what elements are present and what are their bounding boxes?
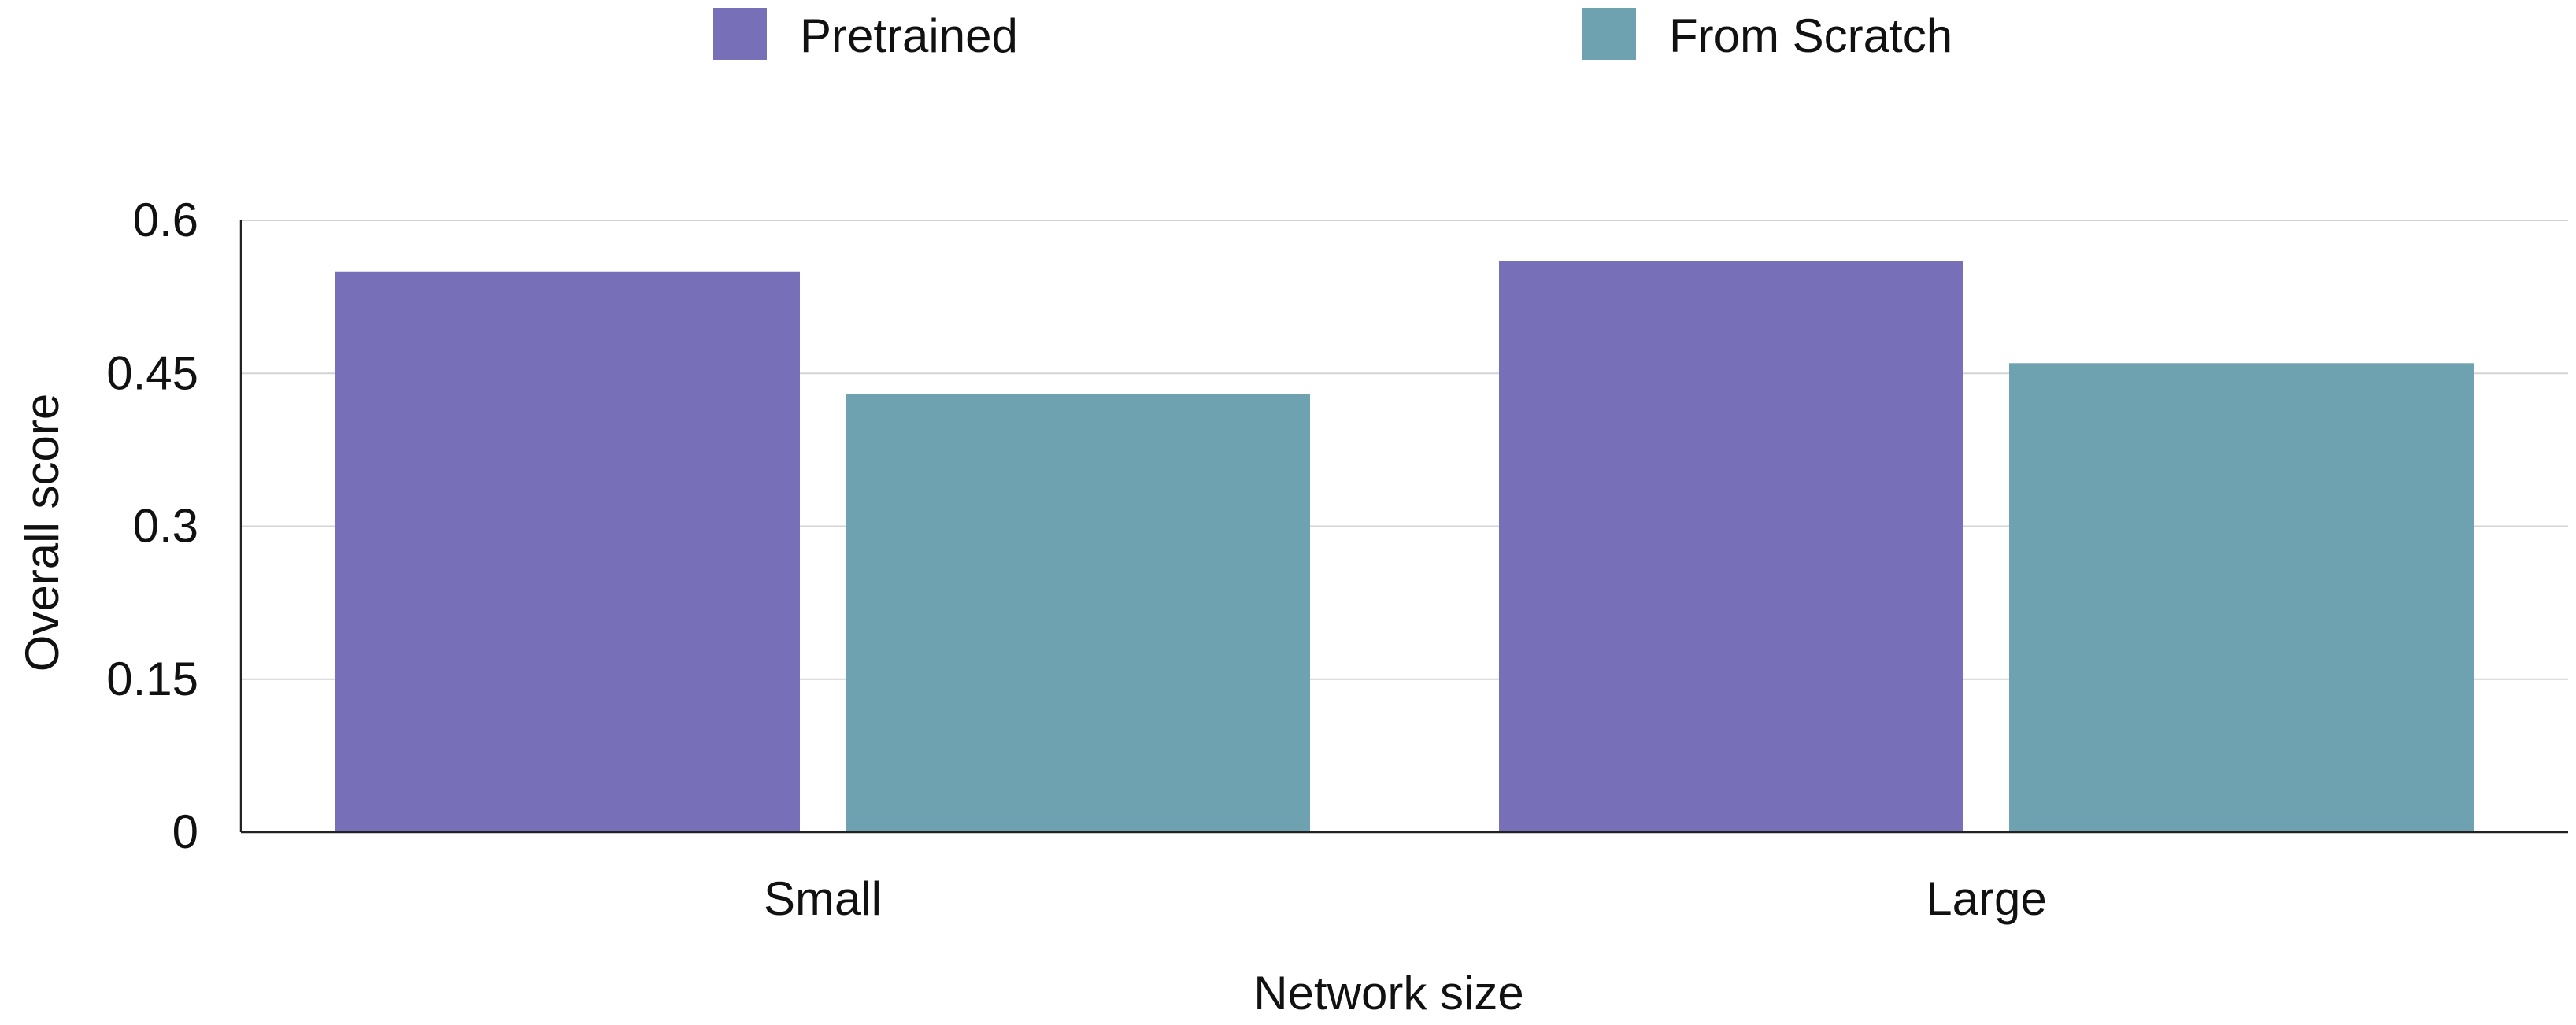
x-tick-labels: Small Large <box>764 872 2047 925</box>
legend-swatch-pretrained <box>713 8 767 60</box>
legend-label-from-scratch: From Scratch <box>1669 9 1952 62</box>
y-tick-label: 0.3 <box>133 500 198 553</box>
y-tick-label: 0.6 <box>133 194 198 246</box>
bar-from-scratch-large <box>2009 363 2474 832</box>
bars <box>335 261 2474 832</box>
legend-swatch-from-scratch <box>1582 8 1636 60</box>
y-axis-title: Overall score <box>16 394 68 672</box>
bar-pretrained-large <box>1499 261 1963 832</box>
y-tick-label: 0.45 <box>106 346 198 399</box>
legend: Pretrained From Scratch <box>713 8 1952 62</box>
y-tick-label: 0.15 <box>106 653 198 705</box>
axes <box>239 220 2568 834</box>
x-axis-title: Network size <box>1253 967 1523 1019</box>
legend-label-pretrained: Pretrained <box>800 9 1018 62</box>
y-tick-labels: 0 0.15 0.3 0.45 0.6 <box>106 194 198 858</box>
y-tick-label: 0 <box>172 805 198 858</box>
bar-pretrained-small <box>335 271 800 832</box>
x-tick-label-large: Large <box>1926 872 2046 925</box>
bar-from-scratch-small <box>846 394 1310 832</box>
x-tick-label-small: Small <box>764 872 882 925</box>
